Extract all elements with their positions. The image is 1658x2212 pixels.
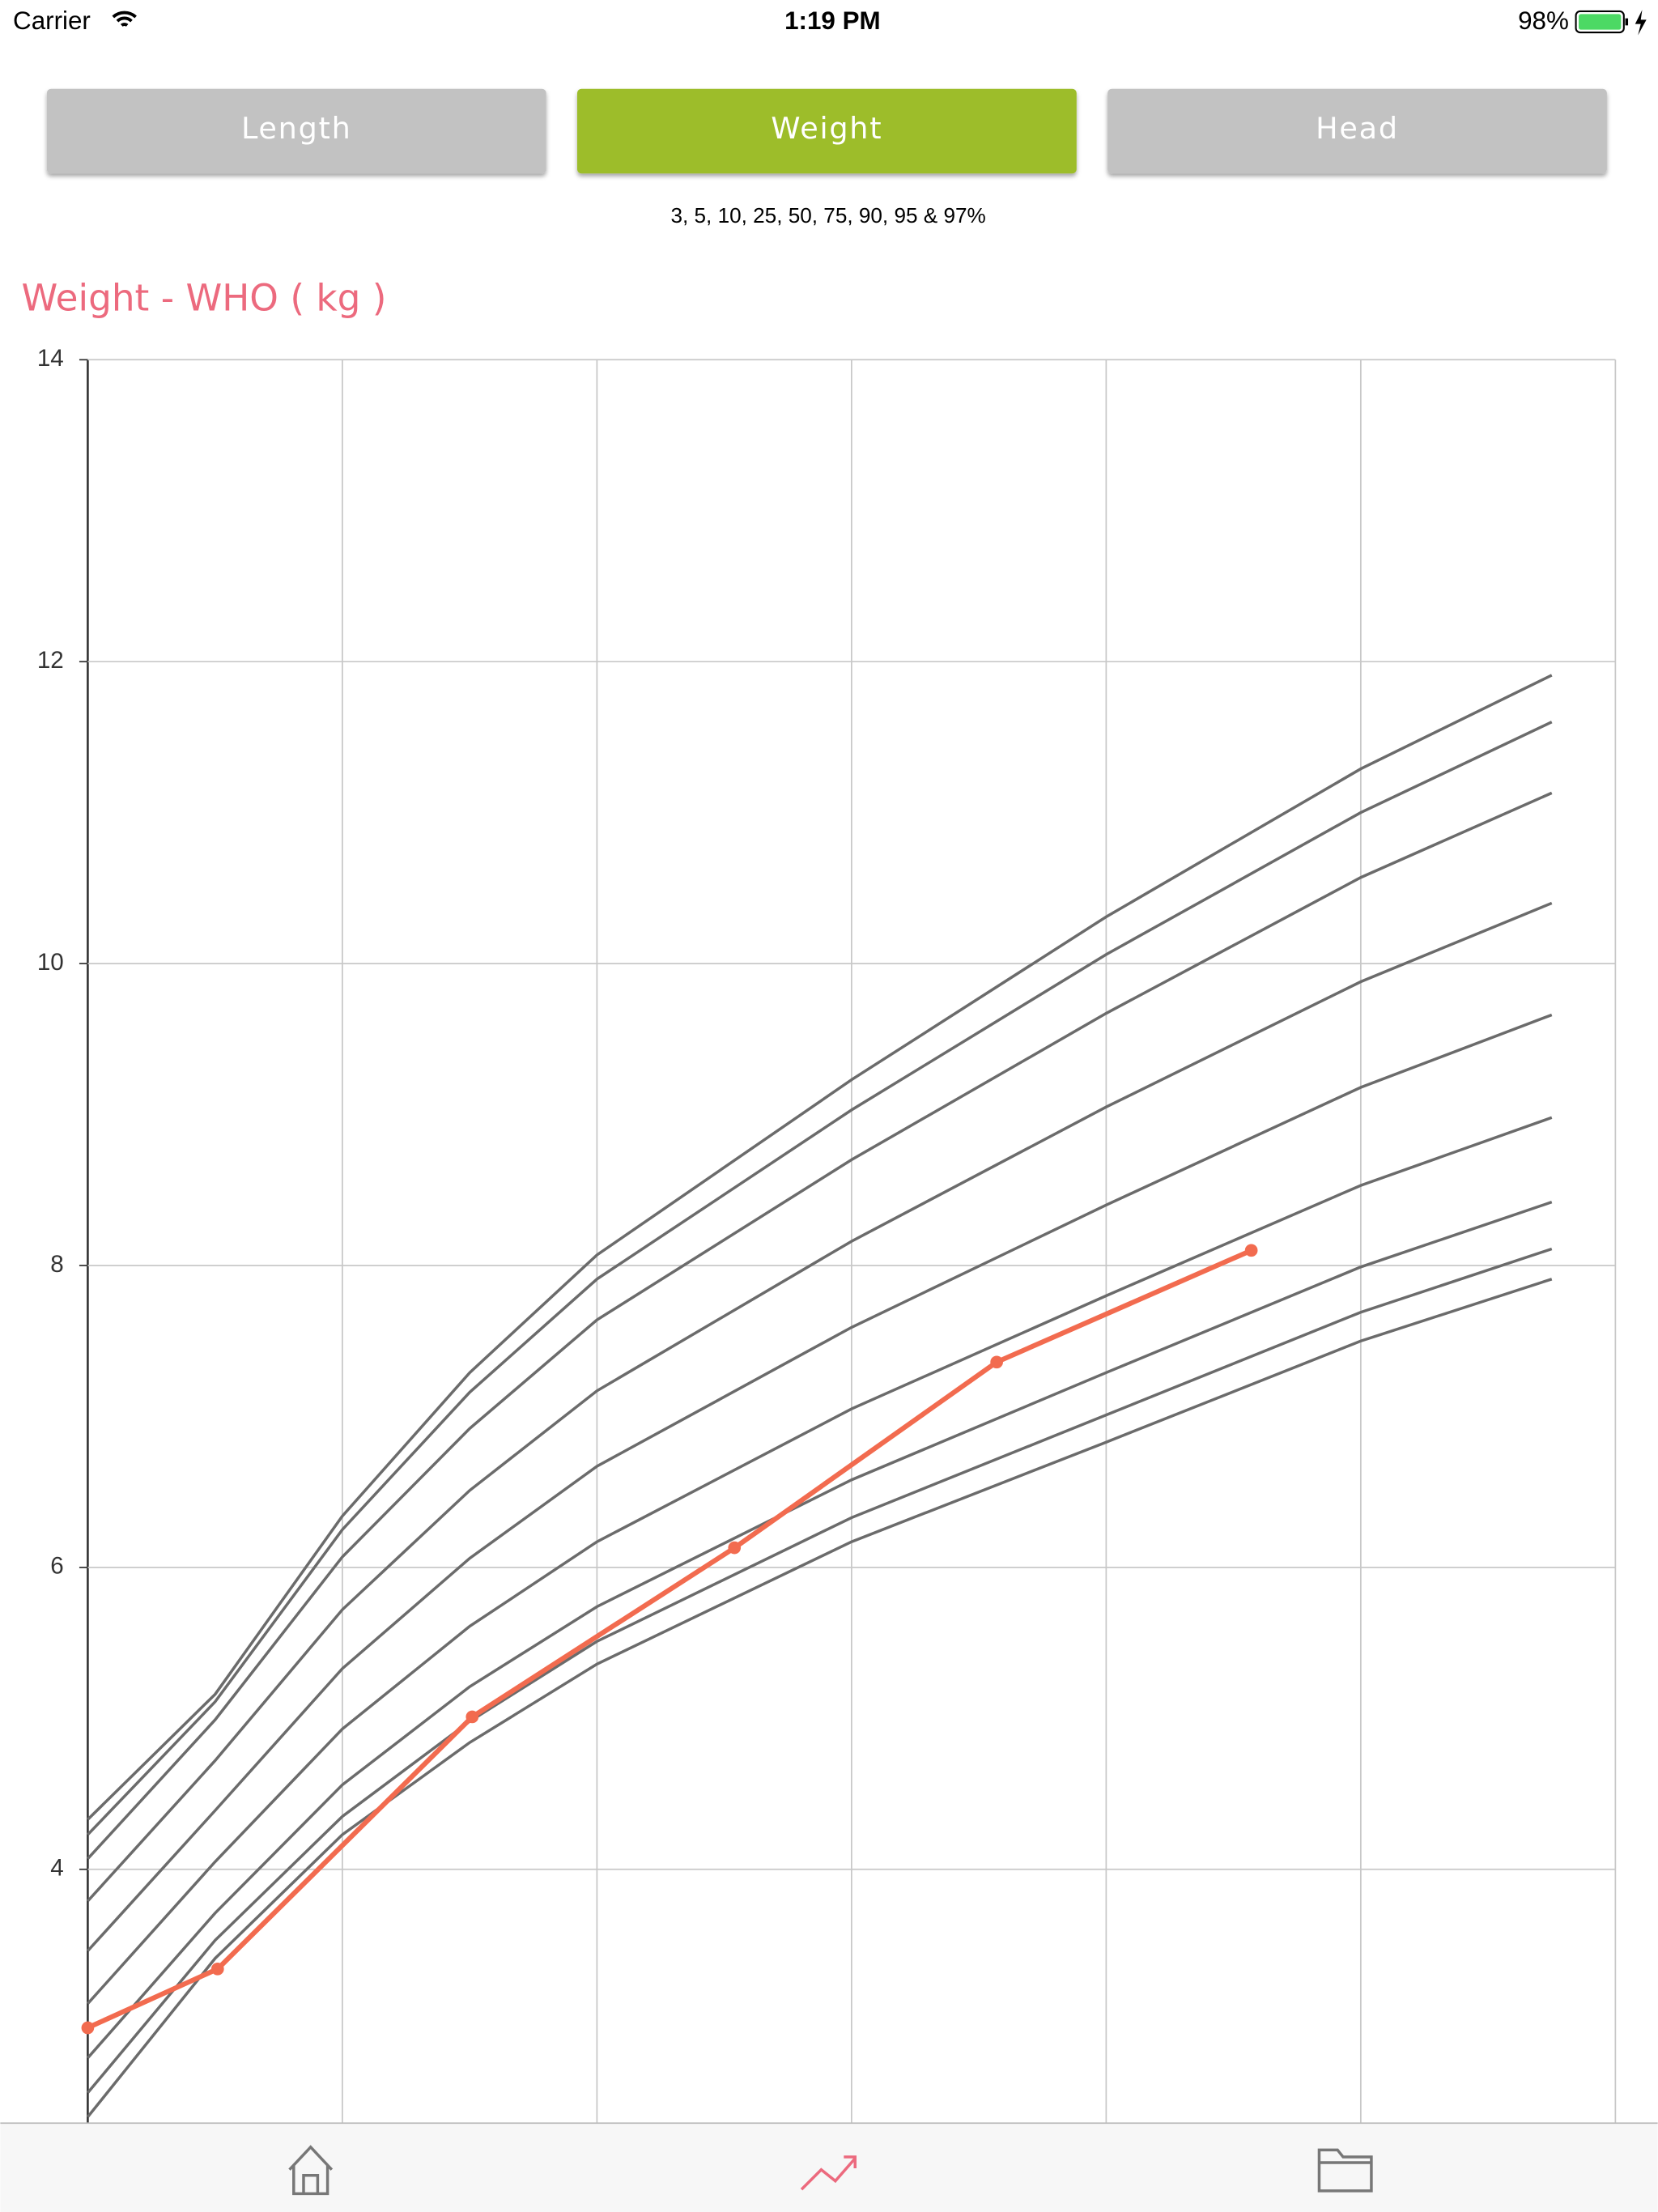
data-point[interactable]	[1244, 1244, 1258, 1257]
tab-button[interactable]	[1107, 88, 1607, 174]
tab-label[interactable]: Head	[1316, 111, 1399, 146]
chart-title: Weight - WHO ( kg )	[22, 277, 387, 320]
measurement-line	[87, 1248, 1252, 2031]
percentile-curve	[87, 1116, 1553, 2005]
carrier: Carrier	[13, 6, 91, 35]
percentile-curve	[87, 1278, 1553, 2118]
y-tick-label: 8	[50, 1251, 63, 1278]
percentile-curve	[87, 1201, 1553, 2059]
data-point[interactable]	[81, 2021, 95, 2035]
folder-icon[interactable]	[1317, 2148, 1373, 2193]
battery-icon	[1575, 10, 1647, 36]
chart-icon[interactable]	[800, 2155, 857, 2191]
percentile-curve	[87, 1247, 1553, 2094]
segment-tab[interactable]: Length	[46, 88, 546, 174]
y-tick-label: 12	[37, 647, 64, 674]
percentile-curve	[87, 1013, 1553, 1952]
segment-tab[interactable]: Head	[1107, 88, 1607, 174]
percentile-curve	[87, 791, 1553, 1860]
percentile-curve	[87, 721, 1553, 1836]
tab-button[interactable]	[46, 88, 546, 174]
data-point[interactable]	[990, 1355, 1003, 1369]
segment-tab[interactable]: Weight	[576, 88, 1077, 174]
tab-label[interactable]: Length	[241, 111, 352, 146]
percentile-curve	[87, 674, 1553, 1821]
home-icon[interactable]	[288, 2145, 334, 2196]
y-tick-label: 10	[37, 949, 64, 976]
percentile-curve	[87, 901, 1553, 1903]
tab-button[interactable]	[576, 88, 1077, 174]
data-point[interactable]	[466, 1710, 479, 1724]
clock: 1:19 PM	[784, 6, 881, 35]
percentile-caption: 3, 5, 10, 25, 50, 75, 90, 95 & 97%	[670, 203, 985, 228]
tab-label[interactable]: Weight	[771, 111, 882, 146]
y-tick-label: 14	[37, 345, 64, 372]
data-point[interactable]	[210, 1962, 224, 1976]
tab-bar	[0, 2123, 1658, 2212]
y-tick-label: 4	[50, 1855, 63, 1882]
battery-percent: 98%	[1518, 6, 1569, 35]
y-tick-label: 6	[50, 1553, 63, 1580]
data-point[interactable]	[728, 1541, 742, 1555]
wifi-icon	[112, 11, 137, 27]
